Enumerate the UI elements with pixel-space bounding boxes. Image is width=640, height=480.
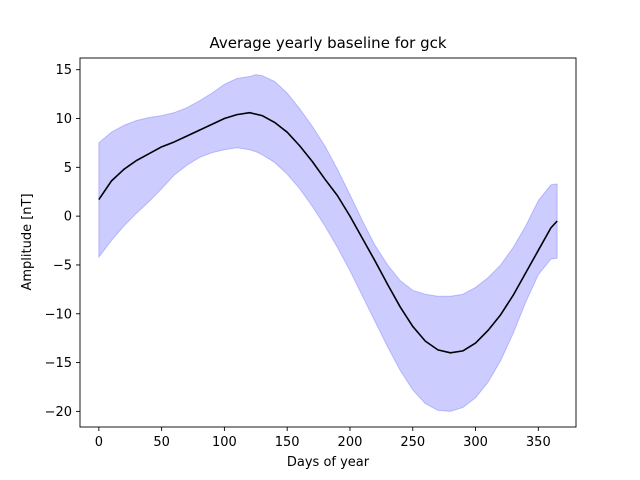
y-tick-label: 0 xyxy=(64,210,72,225)
y-tick-label: 15 xyxy=(55,63,72,78)
x-tick-label: 250 xyxy=(400,435,425,450)
y-axis-ticks: 15 10 5 0 −5 −10 −15 −20 xyxy=(45,63,80,420)
x-tick-label: 350 xyxy=(526,435,551,450)
y-tick-label: −5 xyxy=(53,258,72,273)
x-tick-label: 300 xyxy=(463,435,488,450)
y-tick-label: −15 xyxy=(45,356,72,371)
y-tick-label: −10 xyxy=(45,307,72,322)
y-axis-label: Amplitude [nT] xyxy=(20,193,35,290)
x-axis-ticks: 0 50 100 150 200 250 300 350 xyxy=(95,427,551,450)
x-tick-label: 100 xyxy=(212,435,237,450)
confidence-band xyxy=(98,74,558,412)
x-tick-label: 150 xyxy=(275,435,300,450)
baseline-line xyxy=(98,111,558,354)
chart-title: Average yearly baseline for gck xyxy=(209,34,446,52)
y-tick-label: −20 xyxy=(45,405,72,420)
x-axis-label: Days of year xyxy=(287,455,370,470)
plot-frame xyxy=(79,57,577,428)
y-tick-label: 10 xyxy=(55,112,72,127)
plot-area xyxy=(79,57,577,428)
x-tick-label: 50 xyxy=(153,435,170,450)
x-tick-label: 0 xyxy=(95,435,103,450)
x-tick-label: 200 xyxy=(338,435,363,450)
y-tick-label: 5 xyxy=(64,161,72,176)
